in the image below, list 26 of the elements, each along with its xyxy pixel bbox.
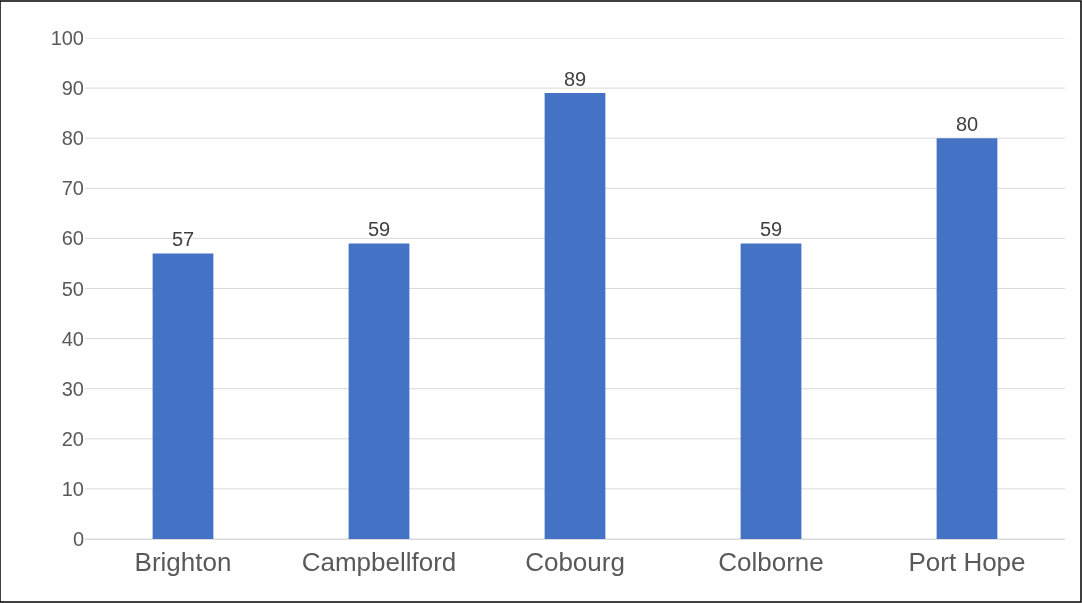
bar — [152, 253, 214, 539]
bar — [740, 243, 802, 539]
x-tick-label: Port Hope — [908, 547, 1026, 578]
y-tick-label: 100 — [50, 27, 84, 49]
y-tick-label: 70 — [61, 177, 84, 200]
y-tick-label: 40 — [61, 327, 84, 350]
bar — [348, 243, 410, 539]
x-tick-label: Cobourg — [525, 547, 625, 578]
y-tick-label: 80 — [61, 127, 84, 150]
y-tick-label: 0 — [72, 528, 84, 550]
data-label: 89 — [563, 68, 587, 91]
y-tick-label: 10 — [61, 477, 84, 500]
x-tick-label: Brighton — [134, 547, 232, 578]
x-tick-label: Colborne — [718, 547, 824, 578]
data-label: 57 — [171, 228, 195, 251]
x-tick-label: Campbellford — [301, 547, 457, 578]
data-label: 80 — [955, 113, 979, 136]
bar — [936, 138, 998, 539]
y-tick-label: 60 — [61, 227, 84, 250]
y-tick-label: 90 — [61, 77, 84, 100]
bar — [544, 93, 606, 539]
data-label: 59 — [367, 218, 391, 241]
data-label: 59 — [759, 218, 783, 241]
y-tick-label: 20 — [61, 427, 84, 450]
y-tick-label: 50 — [61, 277, 84, 300]
y-tick-label: 30 — [61, 377, 84, 400]
